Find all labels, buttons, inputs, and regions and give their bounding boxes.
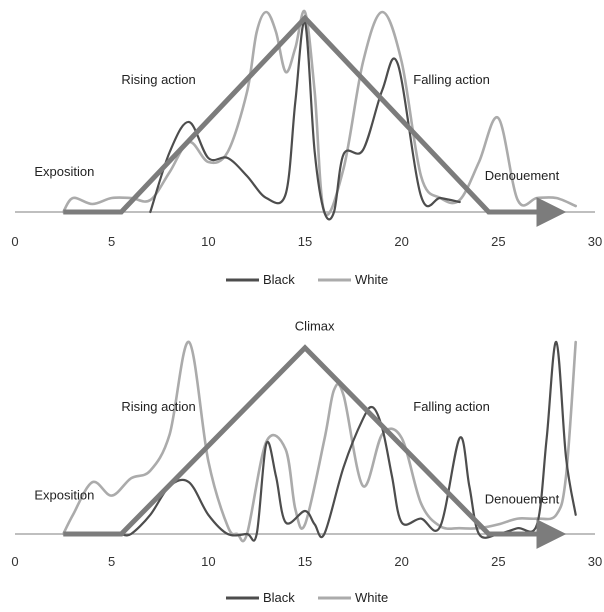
- annotation-label: Rising action: [121, 72, 195, 87]
- x-tick-label: 25: [491, 234, 505, 249]
- x-tick-label: 10: [201, 234, 215, 249]
- chart-panel-bottom: 0 5 10 15 20 25 30 Exposition Rising action Clima…: [11, 318, 602, 605]
- x-tick-label: 15: [298, 234, 312, 249]
- x-tick-label: 20: [394, 554, 408, 569]
- annotation-label: Exposition: [34, 487, 94, 502]
- x-tick-label: 25: [491, 554, 505, 569]
- x-tick-label: 30: [588, 234, 602, 249]
- x-tick-label: 15: [298, 554, 312, 569]
- annotation-label: Exposition: [34, 164, 94, 179]
- chart-panel-top: 0 5 10 15 20 25 30 Exposition Rising action Clima…: [11, 0, 602, 287]
- legend-label-black: Black: [263, 590, 295, 605]
- annotation-label: Climax: [295, 0, 335, 3]
- annotation-label: Rising action: [121, 399, 195, 414]
- x-tick-label: 20: [394, 234, 408, 249]
- x-tick-label: 5: [108, 554, 115, 569]
- annotation-label: Falling action: [413, 72, 490, 87]
- legend-label-white: White: [355, 590, 388, 605]
- x-tick-label: 0: [11, 234, 18, 249]
- story-arc-line: [63, 14, 567, 227]
- x-tick-label: 30: [588, 554, 602, 569]
- series-line-black: [149, 20, 461, 221]
- annotation-label: Denouement: [485, 491, 560, 506]
- annotation-label: Climax: [295, 318, 335, 333]
- x-tick-label: 5: [108, 234, 115, 249]
- x-tick-label: 10: [201, 554, 215, 569]
- story-arc-line: [63, 344, 567, 549]
- x-tick-label: 0: [11, 554, 18, 569]
- legend-label-black: Black: [263, 272, 295, 287]
- series-line-black: [120, 340, 577, 542]
- series-line-white: [62, 340, 577, 543]
- annotation-label: Falling action: [413, 399, 490, 414]
- annotation-label: Denouement: [485, 168, 560, 183]
- legend-label-white: White: [355, 272, 388, 287]
